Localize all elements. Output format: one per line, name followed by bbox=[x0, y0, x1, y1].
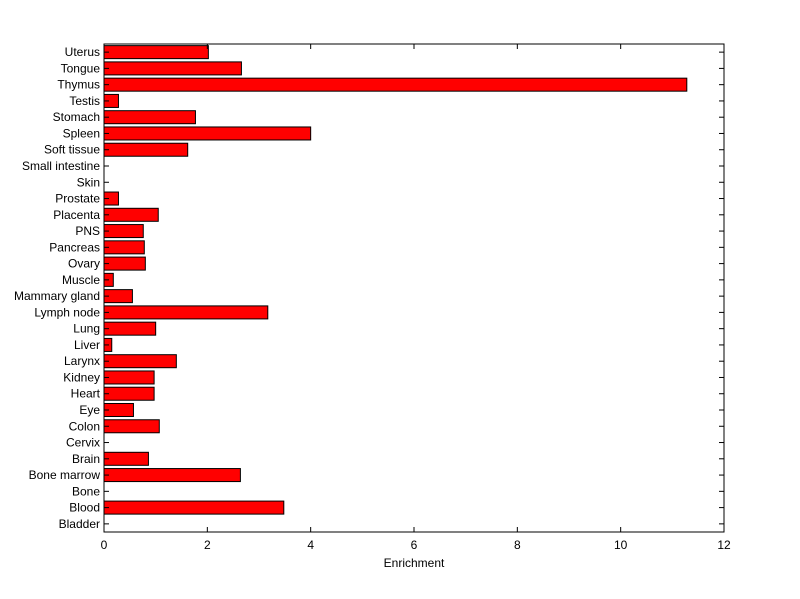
y-tick-label: Bone bbox=[72, 484, 100, 498]
y-tick-label: Tongue bbox=[61, 61, 101, 75]
bar-spleen bbox=[103, 126, 312, 141]
bar-brain bbox=[103, 451, 149, 466]
y-tick-label: Uterus bbox=[65, 45, 100, 59]
y-tick-label: Pancreas bbox=[49, 240, 100, 254]
y-tick-label: PNS bbox=[75, 224, 100, 238]
y-tick-label: Cervix bbox=[66, 436, 100, 450]
x-tick-label: 0 bbox=[101, 538, 108, 552]
bar-kidney bbox=[103, 370, 155, 385]
x-tick-label: 12 bbox=[717, 538, 731, 552]
bar-heart bbox=[103, 386, 155, 401]
x-axis: 0 2 4 6 8 10 12 bbox=[101, 44, 731, 552]
x-axis-label: Enrichment bbox=[384, 556, 445, 570]
bar-lymph-node bbox=[103, 305, 269, 320]
y-tick-label: Blood bbox=[69, 501, 100, 515]
bar-larynx bbox=[103, 354, 177, 369]
bar-bone-marrow bbox=[103, 468, 241, 483]
y-tick-label: Spleen bbox=[63, 126, 100, 140]
bar-pancreas bbox=[103, 240, 145, 255]
y-tick-label: Bladder bbox=[59, 517, 100, 531]
x-tick-label: 8 bbox=[514, 538, 521, 552]
y-tick-label: Ovary bbox=[68, 257, 100, 271]
bar-colon bbox=[103, 419, 160, 434]
bar-tongue bbox=[103, 61, 242, 76]
bar-soft-tissue bbox=[103, 142, 189, 157]
bar-thymus bbox=[103, 77, 688, 92]
bar-placenta bbox=[103, 207, 159, 222]
y-tick-label: Skin bbox=[77, 175, 100, 189]
bar-stomach bbox=[103, 110, 196, 125]
y-tick-label: Kidney bbox=[63, 370, 100, 384]
bar-pns bbox=[103, 224, 144, 239]
y-tick-label: Muscle bbox=[62, 273, 100, 287]
y-tick-label: Liver bbox=[74, 338, 100, 352]
y-tick-label: Bone marrow bbox=[29, 468, 101, 482]
y-tick-label: Testis bbox=[69, 94, 100, 108]
bar-blood bbox=[103, 500, 285, 515]
bar-ovary bbox=[103, 256, 146, 271]
x-tick-label: 10 bbox=[614, 538, 628, 552]
x-tick-label: 2 bbox=[204, 538, 211, 552]
y-tick-label: Brain bbox=[72, 452, 100, 466]
bar-uterus bbox=[103, 45, 209, 60]
y-tick-label: Small intestine bbox=[22, 159, 100, 173]
x-tick-label: 6 bbox=[411, 538, 418, 552]
y-tick-label: Soft tissue bbox=[44, 143, 100, 157]
y-tick-label: Prostate bbox=[55, 192, 100, 206]
x-tick-label: 4 bbox=[307, 538, 314, 552]
plot-area-frame bbox=[103, 43, 725, 533]
y-tick-label: Eye bbox=[79, 403, 100, 417]
y-tick-label: Mammary gland bbox=[14, 289, 100, 303]
y-tick-label: Stomach bbox=[53, 110, 100, 124]
y-axis: Bladder Blood Bone Bone marrow Brain Cervix Co… bbox=[14, 45, 724, 531]
y-tick-label: Colon bbox=[69, 419, 100, 433]
y-tick-label: Lymph node bbox=[34, 305, 100, 319]
y-tick-label: Lung bbox=[73, 322, 100, 336]
bar-lung bbox=[103, 321, 157, 336]
y-tick-label: Heart bbox=[71, 387, 101, 401]
y-tick-label: Placenta bbox=[53, 208, 100, 222]
y-tick-label: Thymus bbox=[57, 78, 100, 92]
bars-layer bbox=[103, 45, 688, 515]
y-tick-label: Larynx bbox=[64, 354, 100, 368]
